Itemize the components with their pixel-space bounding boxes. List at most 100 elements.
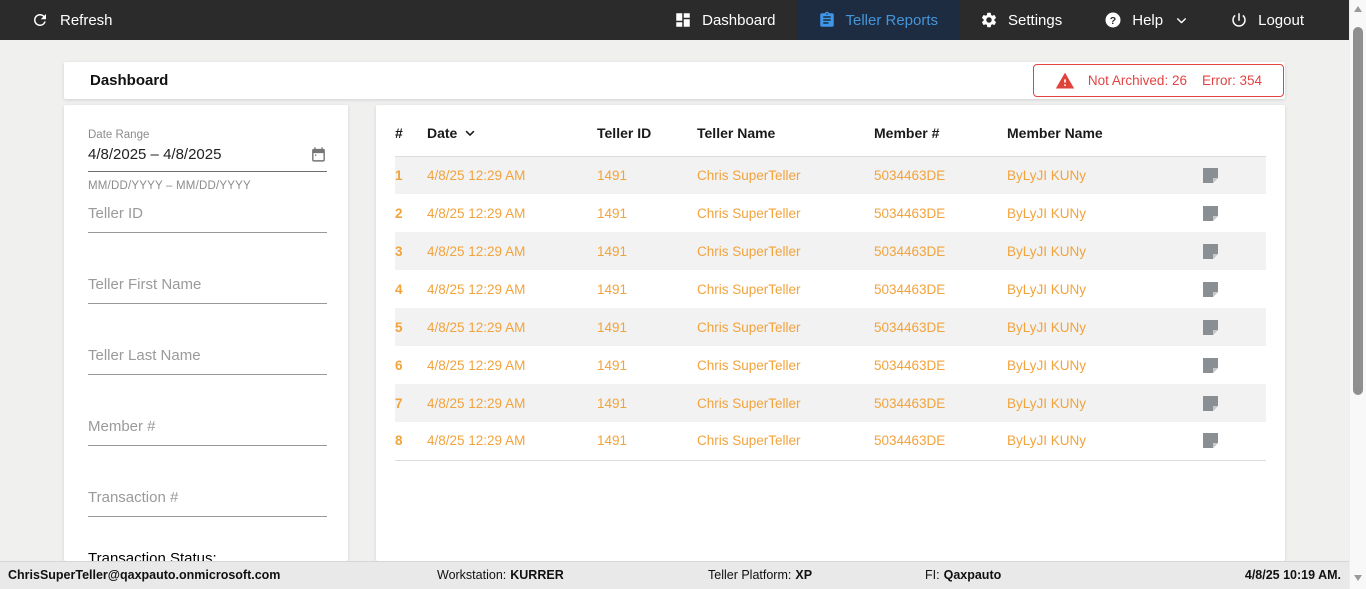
col-header-member-name[interactable]: Member Name [1007,105,1194,157]
cell-member-name: ByLyJI KUNy [1007,281,1087,297]
power-icon [1232,13,1246,27]
nav-label-help: Help [1132,11,1164,29]
date-range-value: 4/8/2025 – 4/8/2025 [88,146,222,163]
transaction-number-input[interactable] [88,489,327,517]
cell-teller-id: 1491 [597,384,697,422]
scroll-thumb[interactable] [1353,27,1363,395]
cell-member-number: 5034463DE [874,308,1007,346]
refresh-icon [34,14,46,26]
table-row[interactable]: 8 4/8/25 12:29 AM 1491 Chris SuperTeller… [395,422,1266,461]
cell-teller-id: 1491 [597,232,697,270]
teller-last-name-input[interactable] [88,347,327,375]
alert-badge[interactable]: Not Archived: 26 Error: 354 [1032,64,1284,97]
teller-first-name-input[interactable] [88,276,327,304]
col-header-teller-name[interactable]: Teller Name [697,105,874,157]
error-count: Error: 354 [1201,73,1262,88]
cell-teller-name: Chris SuperTeller [697,357,801,373]
cell-row-number: 1 [395,156,427,194]
status-fi: FI: Qaxpauto [925,562,1001,589]
status-workstation: Workstation: KURRER [437,562,564,589]
page-scrollbar[interactable] [1349,0,1366,589]
table-row[interactable]: 4 4/8/25 12:29 AM 1491 Chris SuperTeller… [395,270,1266,308]
cell-member-name: ByLyJI KUNy [1007,422,1194,461]
table-header-row: # Date Teller ID Teller Name Member # Me… [395,105,1266,157]
nav-item-help[interactable]: ? Help [1083,0,1209,40]
cell-date: 4/8/25 12:29 AM [427,384,597,422]
cell-teller-name: Chris SuperTeller [697,422,874,461]
filters-panel: Date Range 4/8/2025 – 4/8/2025 MM/DD/YYY… [64,105,348,561]
cell-member-name: ByLyJI KUNy [1007,357,1087,373]
nav-item-dashboard[interactable]: Dashboard [653,0,796,40]
status-fi-label: FI: [925,568,940,582]
col-header-teller-id[interactable]: Teller ID [597,105,697,157]
dashboard-grid-icon [676,13,690,27]
cell-teller-name: Chris SuperTeller [697,281,801,297]
refresh-label: Refresh [60,11,113,29]
help-icon: ? [1105,12,1121,28]
gear-icon [982,12,997,28]
cell-teller-id: 1491 [597,281,628,297]
status-platform-label: Teller Platform: [708,568,792,582]
nav-item-teller-reports[interactable]: Teller Reports [796,0,960,40]
cell-teller-name: Chris SuperTeller [697,384,874,422]
col-header-date[interactable]: Date [427,105,597,157]
status-teller-platform: Teller Platform: XP [708,562,812,589]
nav-label-logout: Logout [1258,11,1304,29]
svg-text:?: ? [1110,15,1116,27]
note-icon[interactable] [1202,243,1219,260]
status-bar: ChrisSuperTeller@qaxpauto.onmicrosoft.co… [0,561,1349,589]
nav-item-logout[interactable]: Logout [1209,0,1325,40]
cell-row-number: 8 [395,422,427,461]
cell-teller-name: Chris SuperTeller [697,205,801,221]
cell-date: 4/8/25 12:29 AM [427,156,597,194]
note-icon[interactable] [1202,205,1219,222]
note-icon[interactable] [1202,395,1219,412]
col-header-date-label: Date [427,125,458,142]
cell-member-number: 5034463DE [874,422,1007,461]
note-icon[interactable] [1202,319,1219,336]
note-icon[interactable] [1202,167,1219,184]
nav-menu: Dashboard Teller Reports Settings ? Help [653,0,1349,40]
table-row[interactable]: 3 4/8/25 12:29 AM 1491 Chris SuperTeller… [395,232,1266,270]
top-nav: Refresh Dashboard Teller Reports Setting… [0,0,1349,40]
note-icon[interactable] [1202,281,1219,298]
page-title: Dashboard [90,72,169,89]
refresh-button[interactable]: Refresh [0,11,113,29]
not-archived-count: Not Archived: 26 [1087,73,1187,88]
scroll-up-arrow[interactable] [1354,6,1362,12]
calendar-icon[interactable] [310,146,327,163]
cell-teller-id: 1491 [597,308,697,346]
member-number-input[interactable] [88,418,327,446]
table-row[interactable]: 6 4/8/25 12:29 AM 1491 Chris SuperTeller… [395,346,1266,384]
nav-label-settings: Settings [1008,11,1063,29]
teller-id-input[interactable] [88,205,327,233]
col-header-member-number[interactable]: Member # [874,105,1007,157]
nav-label-teller-reports: Teller Reports [845,11,939,29]
status-workstation-label: Workstation: [437,568,507,582]
transaction-status-label: Transaction Status: [88,550,217,561]
status-fi-value: Qaxpauto [943,568,1002,582]
cell-teller-id: 1491 [597,422,697,461]
cell-row-number: 6 [395,357,403,373]
date-range-field[interactable]: 4/8/2025 – 4/8/2025 [88,146,327,172]
note-icon[interactable] [1202,432,1219,449]
status-datetime: 4/8/25 10:19 AM. [1244,568,1341,582]
scroll-down-arrow[interactable] [1354,575,1362,581]
cell-member-name: ByLyJI KUNy [1007,205,1087,221]
cell-member-number: 5034463DE [874,384,1007,422]
table-row[interactable]: 5 4/8/25 12:29 AM 1491 Chris SuperTeller… [395,308,1266,346]
table-row[interactable]: 7 4/8/25 12:29 AM 1491 Chris SuperTeller… [395,384,1266,422]
date-range-hint: MM/DD/YYYY – MM/DD/YYYY [88,180,251,192]
table-row[interactable]: 1 4/8/25 12:29 AM 1491 Chris SuperTeller… [395,156,1266,194]
cell-teller-id: 1491 [597,357,628,373]
title-bar: Dashboard Not Archived: 26 Error: 354 [64,62,1285,99]
cell-member-number: 5034463DE [874,357,946,373]
nav-item-settings[interactable]: Settings [959,0,1083,40]
sort-desc-icon [466,131,475,137]
table-row[interactable]: 2 4/8/25 12:29 AM 1491 Chris SuperTeller… [395,194,1266,232]
results-panel: # Date Teller ID Teller Name Member # Me… [376,105,1285,561]
cell-teller-name: Chris SuperTeller [697,232,874,270]
cell-row-number: 7 [395,384,427,422]
note-icon[interactable] [1202,357,1219,374]
status-workstation-value: KURRER [510,568,564,582]
